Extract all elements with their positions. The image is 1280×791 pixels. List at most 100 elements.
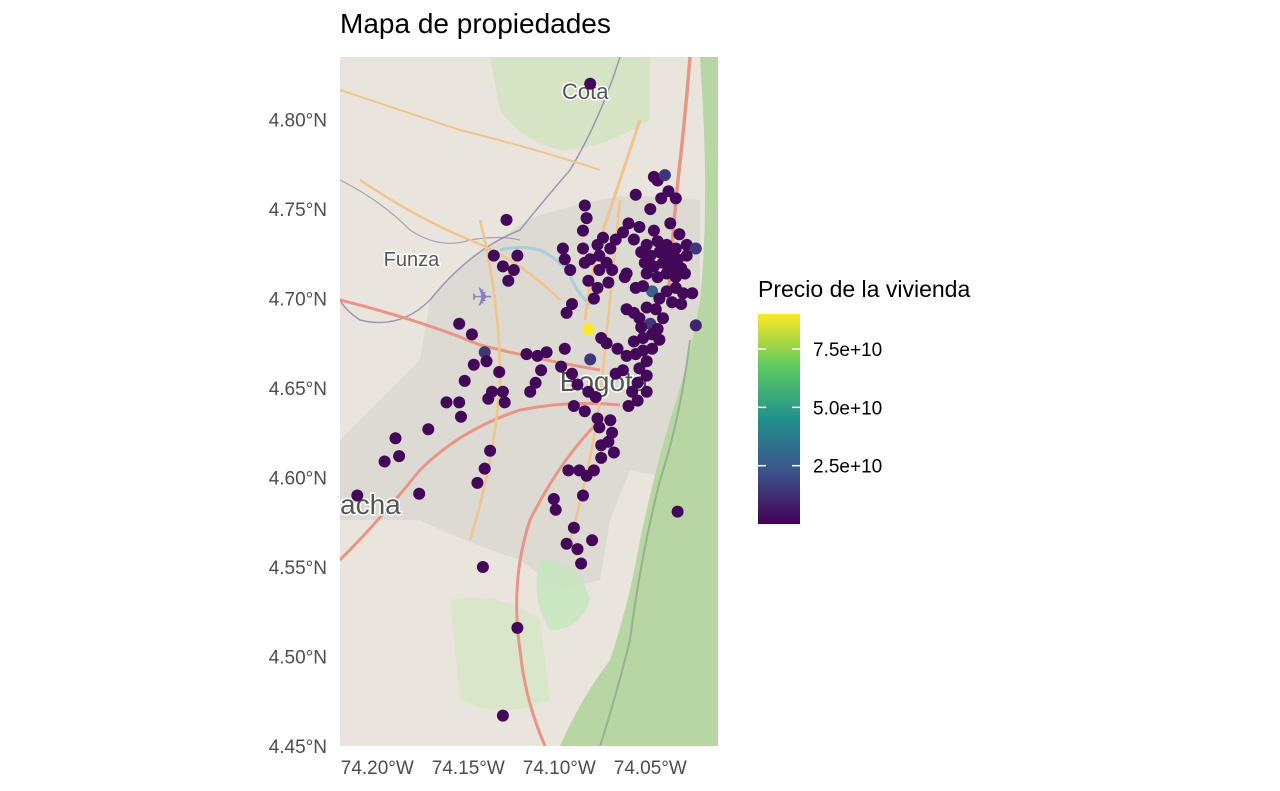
y-tick-label: 4.50°N <box>269 648 327 669</box>
property-point <box>586 534 599 547</box>
basemap-label: acha <box>340 489 401 520</box>
property-point <box>653 292 666 305</box>
property-point <box>511 621 524 634</box>
property-point <box>627 233 640 246</box>
y-tick-label: 4.45°N <box>269 737 327 758</box>
property-point <box>633 221 646 233</box>
boundary-line <box>340 57 621 324</box>
y-tick-label: 4.70°N <box>269 290 327 311</box>
property-point <box>378 455 391 468</box>
property-point <box>640 355 653 368</box>
property-point <box>529 376 542 389</box>
property-point <box>389 432 402 445</box>
property-point <box>584 77 597 90</box>
property-point <box>571 378 584 391</box>
property-point <box>567 400 580 412</box>
property-point <box>440 396 453 409</box>
property-point <box>660 267 673 280</box>
property-point <box>584 353 597 366</box>
property-point <box>571 543 584 556</box>
property-point <box>591 281 604 294</box>
colorbar-gradient <box>758 314 800 524</box>
property-point <box>578 405 591 418</box>
property-point <box>637 332 649 344</box>
property-point <box>560 306 573 319</box>
property-point <box>478 346 491 359</box>
property-point <box>622 217 635 230</box>
x-tick-label: 74.20°W <box>341 758 414 779</box>
property-point <box>646 342 659 355</box>
property-point <box>595 451 608 464</box>
property-point <box>413 487 426 500</box>
property-point <box>496 260 509 273</box>
property-point <box>673 228 686 241</box>
property-point <box>591 412 604 425</box>
property-point <box>582 323 595 335</box>
property-point <box>677 287 690 300</box>
road-boyaca <box>468 219 502 541</box>
y-tick-label: 4.60°N <box>269 469 327 490</box>
property-point <box>678 267 691 280</box>
property-point <box>622 400 635 412</box>
property-point <box>680 249 693 262</box>
property-point <box>649 303 662 316</box>
property-point <box>507 264 520 276</box>
y-tick-label: 4.55°N <box>269 558 327 579</box>
property-point <box>575 557 588 570</box>
property-point <box>658 169 671 182</box>
property-point <box>640 267 653 280</box>
property-point <box>498 396 511 409</box>
property-point <box>500 213 513 226</box>
airport-icon: ✈ <box>471 283 493 313</box>
property-point <box>578 256 591 269</box>
property-point <box>607 446 620 459</box>
property-point <box>566 298 578 310</box>
property-point <box>602 276 615 289</box>
property-point <box>660 238 673 251</box>
property-point <box>671 505 684 518</box>
property-point <box>604 414 617 427</box>
x-tick-label: 74.05°W <box>614 758 687 779</box>
property-point <box>646 285 659 298</box>
property-point <box>640 369 653 382</box>
river <box>499 246 592 307</box>
property-point <box>595 439 608 452</box>
property-point <box>660 285 673 298</box>
road-south <box>515 418 602 746</box>
property-point <box>580 212 593 225</box>
x-tick-label: 74.15°W <box>432 758 505 779</box>
basemap-label: Funza <box>384 249 440 271</box>
property-point <box>567 521 580 534</box>
property-point <box>675 298 688 310</box>
property-point <box>640 385 653 398</box>
property-point <box>589 391 602 403</box>
property-point <box>587 292 600 305</box>
x-tick-label: 74.10°W <box>523 758 596 779</box>
property-point <box>560 537 573 550</box>
property-point <box>493 366 506 378</box>
eastern-hills <box>560 57 718 746</box>
property-point <box>651 235 664 248</box>
property-point <box>633 312 646 325</box>
property-point <box>482 392 495 405</box>
property-point <box>689 319 702 332</box>
y-axis: 4.45°N 4.50°N 4.55°N 4.60°N 4.65°N 4.70°N 4.75… <box>269 111 327 758</box>
property-point <box>577 224 589 237</box>
property-point <box>558 253 571 266</box>
y-tick-label: 4.80°N <box>269 111 327 132</box>
colorbar: 7.5e+10 5.0e+10 2.5e+10 <box>758 314 882 524</box>
property-point <box>669 271 682 284</box>
property-point <box>556 242 569 255</box>
property-point <box>393 450 406 463</box>
property-point <box>524 385 537 398</box>
property-point <box>511 249 524 262</box>
property-point <box>535 364 548 377</box>
property-point <box>591 238 604 251</box>
property-point <box>496 385 509 398</box>
property-point <box>593 249 606 262</box>
property-point <box>593 264 606 276</box>
property-point <box>566 367 578 380</box>
colorbar-ticks: 7.5e+10 5.0e+10 2.5e+10 <box>758 340 882 478</box>
